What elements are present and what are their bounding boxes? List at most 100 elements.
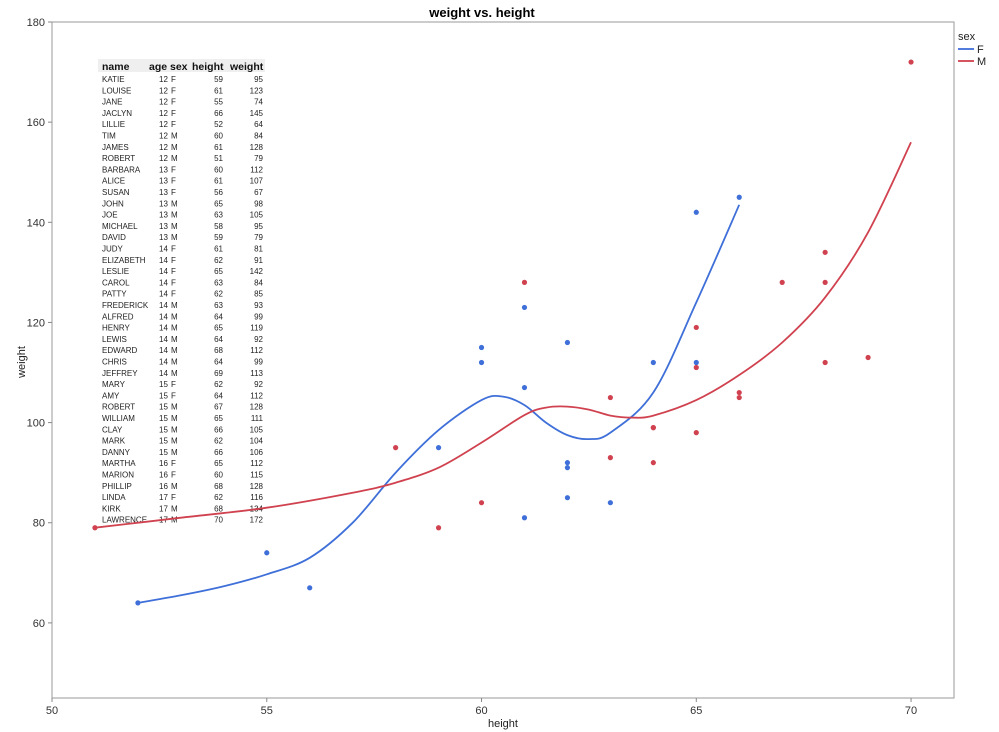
table-cell: 12	[159, 75, 168, 84]
table-cell: F	[171, 278, 176, 287]
table-cell: 15	[159, 414, 168, 423]
table-cell: AMY	[102, 391, 120, 400]
data-point-M	[822, 279, 828, 285]
table-header-cell: age	[149, 61, 167, 73]
table-cell: 62	[214, 290, 223, 299]
table-cell: 85	[254, 290, 263, 299]
table-cell: 61	[214, 177, 223, 186]
data-point-F	[264, 550, 270, 556]
table-cell: 65	[214, 459, 223, 468]
table-cell: JOE	[102, 211, 118, 220]
table-cell: 14	[159, 346, 168, 355]
data-point-M	[607, 455, 613, 461]
table-cell: 15	[159, 403, 168, 412]
data-point-F	[736, 194, 742, 200]
data-point-M	[607, 394, 613, 401]
table-cell: 69	[214, 369, 223, 378]
data-point-M	[393, 445, 399, 451]
table-cell: ROBERT	[102, 403, 135, 412]
table-cell: 66	[214, 109, 223, 118]
plot-frame	[51, 21, 955, 699]
table-cell: WILLIAM	[102, 414, 135, 423]
table-cell: 98	[254, 199, 263, 208]
table-cell: 13	[159, 165, 168, 174]
table-cell: 111	[251, 414, 264, 423]
table-cell: M	[171, 324, 178, 333]
table-cell: 12	[159, 98, 168, 107]
data-point-M	[736, 394, 742, 401]
table-cell: 145	[250, 109, 264, 118]
table-cell: 12	[159, 120, 168, 129]
data-point-F	[564, 465, 571, 471]
table-cell: JUDY	[102, 245, 124, 254]
table-cell: 12	[159, 143, 168, 152]
table-cell: M	[171, 132, 178, 141]
table-cell: TIM	[102, 132, 116, 141]
table-cell: 63	[214, 211, 223, 220]
table-cell: 17	[159, 493, 168, 502]
legend-label-M: M	[977, 56, 986, 68]
table-cell: 116	[250, 493, 263, 502]
table-cell: F	[171, 75, 176, 84]
table-cell: 104	[250, 437, 264, 446]
table-cell: M	[171, 482, 178, 491]
data-point-M	[435, 525, 442, 531]
table-cell: 59	[214, 75, 223, 84]
x-tick-label: 50	[46, 705, 58, 717]
table-cell: 12	[159, 109, 168, 118]
table-cell: 58	[214, 222, 223, 231]
x-tick-label: 55	[261, 705, 273, 717]
table-cell: FREDERICK	[102, 301, 149, 310]
table-cell: 64	[214, 312, 223, 321]
table-cell: 64	[214, 358, 223, 367]
data-point-F	[478, 359, 485, 366]
table-cell: 67	[254, 188, 263, 197]
table-cell: MARK	[102, 437, 126, 446]
table-cell: ALFRED	[102, 312, 134, 321]
table-cell: 142	[250, 267, 264, 276]
x-tick-label: 70	[905, 705, 917, 717]
table-cell: 123	[250, 86, 264, 95]
table-cell: F	[171, 471, 176, 480]
table-cell: 107	[250, 177, 264, 186]
table-cell: JANE	[102, 98, 122, 107]
table-cell: 56	[214, 188, 223, 197]
table-cell: 59	[214, 233, 223, 242]
table-cell: 64	[214, 391, 223, 400]
data-point-M	[693, 430, 699, 436]
data-point-F	[521, 304, 528, 311]
table-cell: 106	[250, 448, 264, 457]
table-cell: 60	[214, 132, 223, 141]
table-cell: 13	[159, 188, 168, 197]
y-tick-label: 180	[27, 17, 45, 29]
table-cell: 67	[214, 403, 223, 412]
table-cell: M	[171, 301, 178, 310]
table-cell: 65	[214, 267, 223, 276]
table-cell: 63	[214, 301, 223, 310]
table-cell: 13	[159, 199, 168, 208]
table-cell: LESLIE	[102, 267, 129, 276]
table-cell: F	[171, 391, 176, 400]
data-point-M	[693, 324, 699, 331]
data-point-F	[307, 585, 313, 591]
table-cell: 84	[254, 132, 263, 141]
table-cell: M	[171, 222, 178, 231]
table-cell: CAROL	[102, 278, 130, 287]
table-cell: F	[171, 256, 176, 265]
data-point-F	[521, 384, 528, 391]
table-cell: M	[171, 437, 178, 446]
table-header-cell: name	[102, 61, 130, 73]
table-header-cell: weight	[229, 61, 264, 73]
x-tick-label: 65	[690, 705, 702, 717]
table-cell: 70	[214, 516, 223, 525]
table-cell: 84	[254, 278, 263, 287]
table-cell: 92	[254, 335, 263, 344]
table-cell: 14	[159, 369, 168, 378]
table-cell: 15	[159, 448, 168, 457]
y-tick-label: 160	[27, 117, 45, 129]
table-cell: JACLYN	[102, 109, 132, 118]
table-cell: 128	[250, 482, 264, 491]
smoother-line-M	[94, 141, 912, 529]
table-cell: 62	[214, 256, 223, 265]
